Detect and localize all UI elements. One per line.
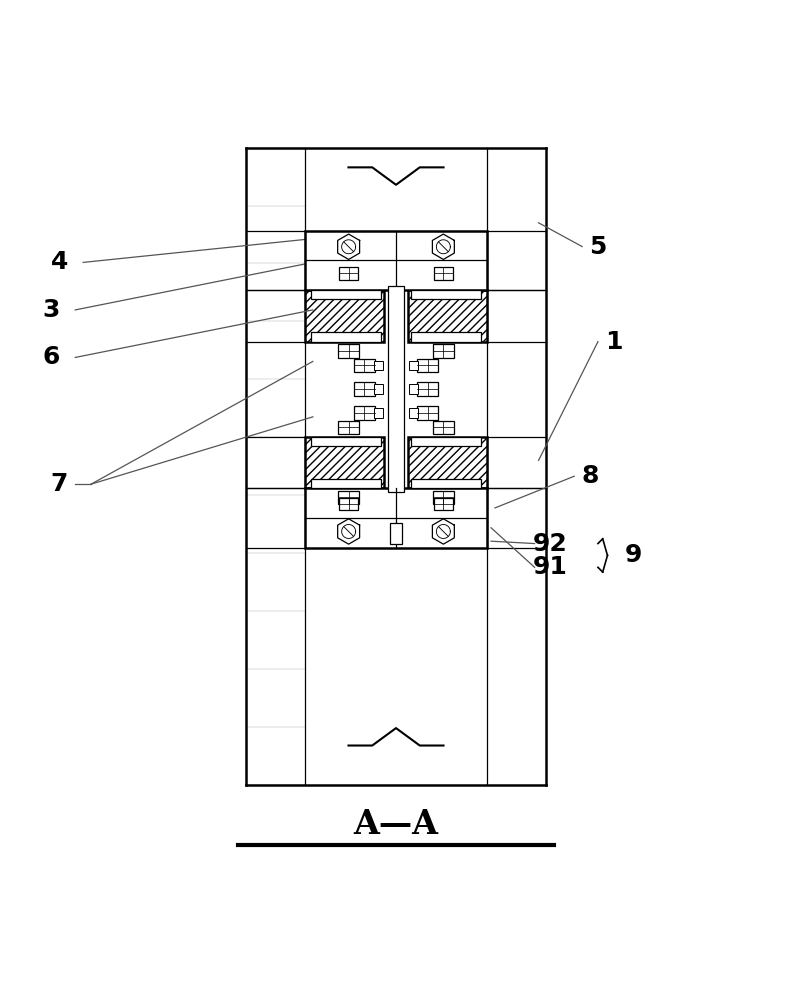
Bar xyxy=(305,290,384,342)
Text: 6: 6 xyxy=(43,345,60,369)
Bar xyxy=(374,384,383,394)
Bar xyxy=(434,267,453,280)
Bar xyxy=(338,344,359,358)
Text: 7: 7 xyxy=(51,472,68,496)
Bar xyxy=(408,290,487,342)
Bar xyxy=(388,286,404,492)
Bar xyxy=(374,361,383,370)
Bar xyxy=(339,267,358,280)
Bar xyxy=(311,437,381,446)
Bar xyxy=(417,406,438,420)
Bar xyxy=(409,361,418,370)
Text: 4: 4 xyxy=(51,250,68,274)
Bar xyxy=(433,491,454,504)
Text: 3: 3 xyxy=(43,298,60,322)
Bar xyxy=(433,344,454,358)
Bar xyxy=(409,408,418,418)
Bar xyxy=(338,421,359,434)
Bar xyxy=(305,488,487,548)
Bar xyxy=(354,406,375,420)
Bar xyxy=(311,290,381,299)
Bar xyxy=(417,382,438,396)
Bar xyxy=(354,382,375,396)
Bar xyxy=(311,479,381,488)
Text: 8: 8 xyxy=(581,464,599,488)
Bar xyxy=(354,359,375,372)
Text: 91: 91 xyxy=(533,555,568,579)
Bar xyxy=(411,479,481,488)
Bar xyxy=(411,290,481,299)
Bar xyxy=(433,421,454,434)
Bar xyxy=(390,523,402,544)
Bar xyxy=(411,332,481,342)
Bar xyxy=(434,498,453,510)
Text: 1: 1 xyxy=(605,330,623,354)
Bar xyxy=(374,408,383,418)
Text: 5: 5 xyxy=(589,235,607,259)
Bar xyxy=(338,491,359,504)
Bar xyxy=(305,231,487,290)
Bar xyxy=(339,498,358,510)
Text: 9: 9 xyxy=(625,543,642,567)
Text: A—A: A—A xyxy=(353,808,439,841)
Bar xyxy=(417,359,438,372)
Bar xyxy=(311,332,381,342)
Bar xyxy=(408,437,487,488)
Bar xyxy=(305,437,384,488)
Text: 92: 92 xyxy=(533,532,568,556)
Bar xyxy=(409,384,418,394)
Bar xyxy=(411,437,481,446)
